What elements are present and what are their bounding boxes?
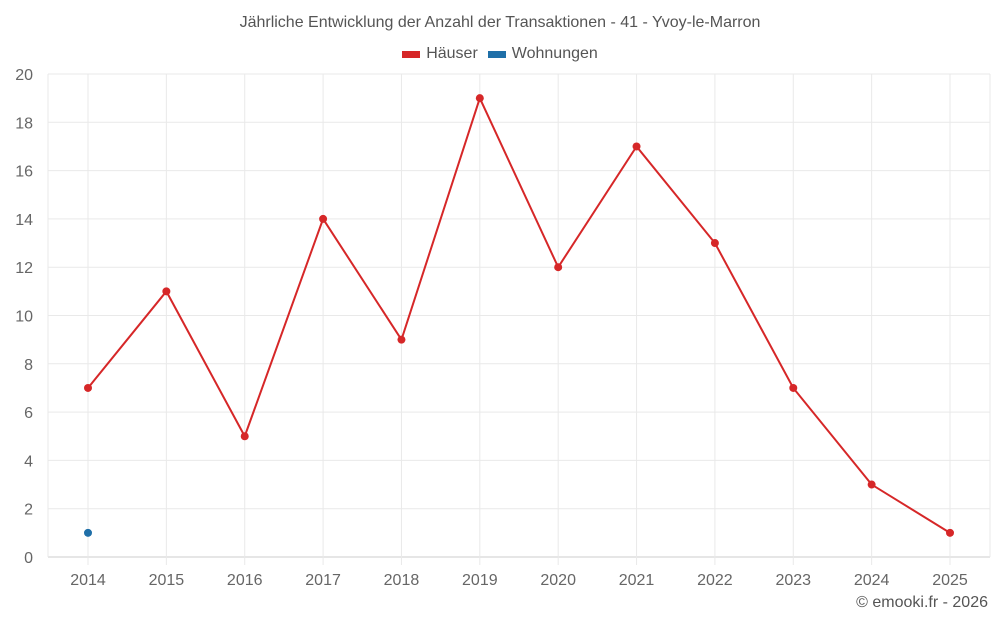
x-tick-label: 2025 — [932, 572, 968, 589]
legend-swatch-wohnungen-icon — [487, 50, 506, 58]
data-point[interactable] — [84, 383, 92, 392]
legend-label-wohnungen: Wohnungen — [511, 45, 598, 62]
data-point[interactable] — [554, 263, 563, 272]
data-point[interactable] — [789, 383, 798, 392]
data-point[interactable] — [84, 528, 92, 537]
chart-title: Jährliche Entwicklung der Anzahl der Tra… — [239, 14, 761, 31]
data-point[interactable] — [475, 94, 484, 103]
y-tick-label: 4 — [24, 453, 33, 470]
x-tick-label: 2024 — [854, 572, 890, 589]
legend-item-haeuser[interactable]: Häuser — [402, 45, 478, 63]
y-tick-label: 18 — [15, 115, 33, 132]
x-tick-label: 2015 — [149, 572, 185, 589]
data-point[interactable] — [240, 432, 249, 441]
data-point[interactable] — [319, 214, 328, 223]
data-point[interactable] — [946, 528, 954, 537]
x-tick-label: 2017 — [305, 572, 341, 589]
x-tick-label: 2020 — [540, 572, 576, 589]
data-point[interactable] — [710, 239, 719, 248]
y-tick-label: 2 — [24, 502, 33, 519]
y-tick-label: 16 — [15, 164, 33, 181]
data-point[interactable] — [632, 142, 641, 151]
y-tick-label: 14 — [15, 212, 33, 229]
legend-label-haeuser: Häuser — [426, 45, 478, 62]
x-tick-label: 2018 — [384, 572, 420, 589]
data-point[interactable] — [867, 480, 876, 489]
x-tick-label: 2019 — [462, 572, 498, 589]
legend-item-wohnungen[interactable]: Wohnungen — [487, 45, 598, 63]
y-tick-label: 20 — [15, 67, 33, 84]
y-tick-label: 8 — [24, 357, 33, 374]
y-tick-label: 6 — [24, 405, 33, 422]
chart-legend: Häuser Wohnungen — [0, 45, 1000, 63]
x-tick-label: 2014 — [70, 572, 106, 589]
x-tick-label: 2022 — [697, 572, 733, 589]
series-line-häuser — [87, 95, 951, 534]
x-tick-label: 2023 — [775, 572, 811, 589]
y-tick-label: 10 — [15, 309, 33, 326]
y-tick-label: 0 — [24, 550, 33, 567]
y-tick-label: 12 — [15, 260, 33, 277]
credit-text: © emooki.fr - 2026 — [856, 594, 988, 611]
x-tick-label: 2016 — [227, 572, 263, 589]
legend-swatch-haeuser-icon — [402, 50, 421, 58]
data-point[interactable] — [397, 335, 406, 344]
data-point[interactable] — [162, 287, 171, 296]
x-tick-label: 2021 — [619, 572, 655, 589]
